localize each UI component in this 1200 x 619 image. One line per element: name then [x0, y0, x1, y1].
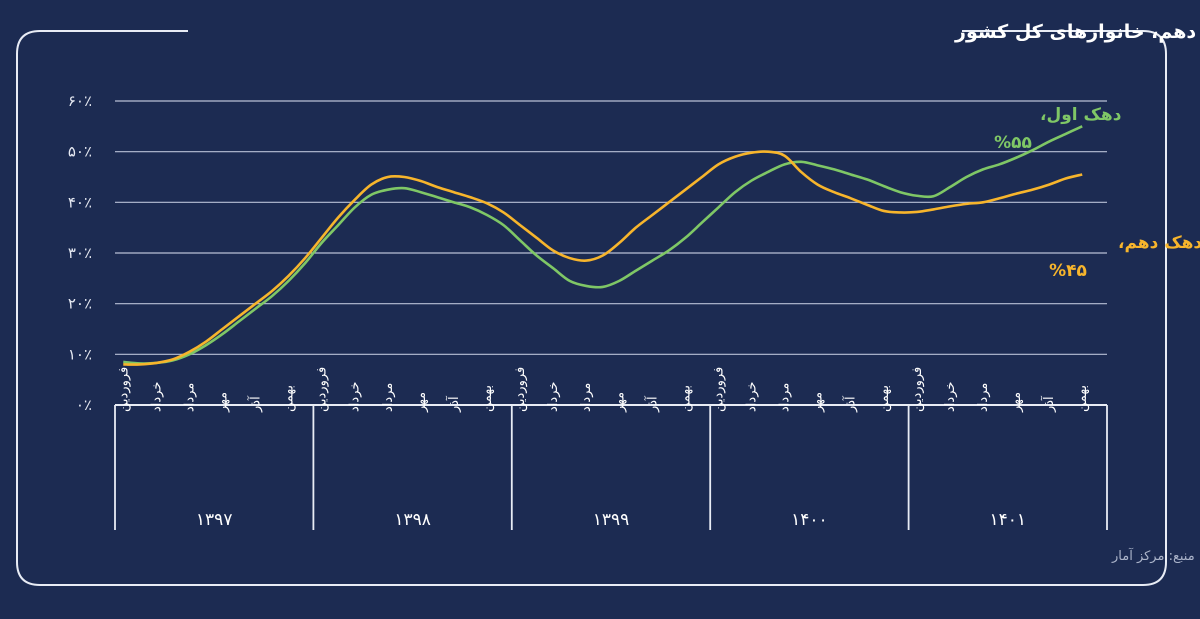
chart-title: شکل ۷. تورم میانگین (سالانه) دهک اول و د…	[954, 20, 1200, 43]
x-month-label: مرداد	[976, 383, 991, 412]
y-tick-label: ۴۰٪	[68, 193, 92, 211]
x-month-label: آذر	[1040, 395, 1057, 413]
x-year-label: ۱۴۰۱	[990, 510, 1027, 530]
x-month-label: فروردین	[513, 367, 528, 412]
y-tick-label: ۳۰٪	[68, 244, 92, 262]
x-month-label: بهمن	[1075, 385, 1090, 412]
y-tick-label: ۵۰٪	[68, 143, 92, 161]
x-year-label: ۱۴۰۰	[791, 510, 828, 530]
x-year-label: ۱۳۹۹	[593, 510, 630, 530]
x-month-label: خرداد	[943, 382, 958, 412]
x-month-label: مهر	[414, 392, 429, 413]
source-note: منبع: مرکز آمار	[1111, 547, 1195, 564]
y-tick-label: ۶۰٪	[68, 92, 92, 110]
x-month-label: خرداد	[149, 382, 164, 412]
x-month-label: مرداد	[381, 383, 396, 412]
x-month-label: آذر	[643, 395, 660, 413]
chart-frame	[16, 30, 1167, 586]
x-month-label: بهمن	[877, 385, 892, 412]
x-month-label: مرداد	[778, 383, 793, 412]
x-month-label: مهر	[811, 392, 826, 413]
x-month-label: خرداد	[546, 382, 561, 412]
x-month-label: بهمن	[480, 385, 495, 412]
x-month-label: مرداد	[182, 383, 197, 412]
y-tick-label: ۰٪	[76, 396, 92, 414]
x-month-label: فروردین	[315, 367, 330, 412]
series-line-decile-10	[123, 150, 1083, 366]
x-month-label: مهر	[612, 392, 627, 413]
x-month-label: مهر	[1009, 392, 1024, 413]
x-month-label: آذر	[247, 395, 264, 413]
y-tick-label: ۲۰٪	[68, 295, 92, 313]
x-month-label: فروردین	[711, 367, 726, 412]
x-month-label: فروردین	[910, 367, 925, 412]
x-year-label: ۱۳۹۸	[394, 510, 431, 530]
x-month-label: مهر	[215, 392, 230, 413]
legend-label-decile-1: دهک اول،	[1040, 105, 1122, 125]
x-month-label: آذر	[842, 395, 859, 413]
x-month-label: خرداد	[745, 382, 760, 412]
end-value-decile-10: %۴۵	[1049, 261, 1087, 281]
x-month-label: فروردین	[116, 367, 131, 412]
x-month-label: مرداد	[579, 383, 594, 412]
x-month-label: بهمن	[678, 385, 693, 412]
x-month-label: آذر	[445, 395, 462, 413]
series-line-decile-1	[123, 125, 1083, 365]
x-year-label: ۱۳۹۷	[196, 510, 233, 530]
legend-label-decile-10: دهک دهم،	[1118, 233, 1200, 253]
end-value-decile-1: %۵۵	[994, 133, 1032, 153]
x-month-label: خرداد	[348, 382, 363, 412]
x-month-label: بهمن	[282, 385, 297, 412]
y-tick-label: ۱۰٪	[68, 345, 92, 363]
